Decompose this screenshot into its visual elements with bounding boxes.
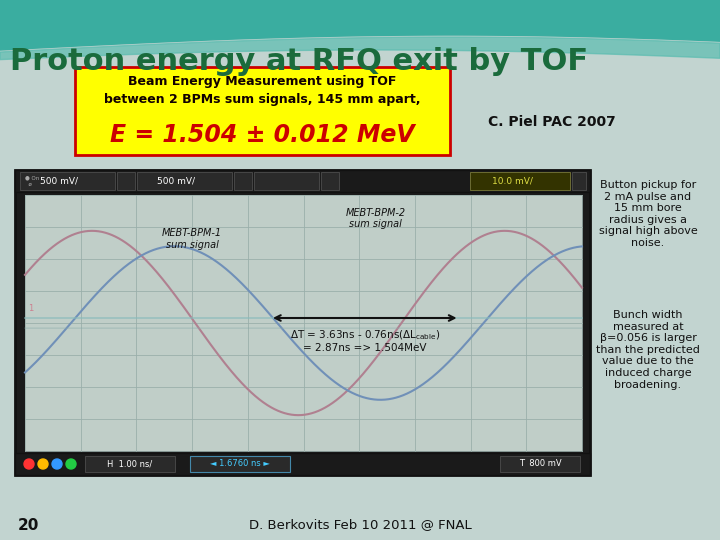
Text: C. Piel PAC 2007: C. Piel PAC 2007 bbox=[488, 115, 616, 129]
Circle shape bbox=[38, 459, 48, 469]
Text: between 2 BPMs sum signals, 145 mm apart,: between 2 BPMs sum signals, 145 mm apart… bbox=[104, 92, 420, 105]
Text: Proton energy at RFQ exit by TOF: Proton energy at RFQ exit by TOF bbox=[10, 48, 588, 77]
Text: Bunch width
measured at
β=0.056 is larger
than the predicted
value due to the
in: Bunch width measured at β=0.056 is large… bbox=[596, 310, 700, 389]
Text: 20: 20 bbox=[18, 517, 40, 532]
Bar bbox=[15, 170, 590, 192]
Bar bbox=[25, 195, 582, 451]
Text: T  800 mV: T 800 mV bbox=[518, 460, 562, 469]
Bar bbox=[234, 172, 252, 190]
Bar bbox=[470, 172, 570, 190]
Circle shape bbox=[52, 459, 62, 469]
Bar bbox=[572, 172, 586, 190]
Bar bbox=[137, 172, 232, 190]
Circle shape bbox=[24, 459, 34, 469]
Bar bbox=[75, 67, 450, 155]
Bar bbox=[15, 453, 590, 475]
Text: MEBT-BPM-1
sum signal: MEBT-BPM-1 sum signal bbox=[162, 228, 222, 250]
Text: ◄ 1.6760 ns ►: ◄ 1.6760 ns ► bbox=[210, 460, 270, 469]
Text: MEBT-BPM-2
sum signal: MEBT-BPM-2 sum signal bbox=[346, 208, 406, 230]
Text: 10.0 mV/: 10.0 mV/ bbox=[492, 177, 533, 186]
Bar bbox=[190, 456, 290, 472]
Text: Beam Energy Measurement using TOF: Beam Energy Measurement using TOF bbox=[128, 75, 397, 87]
Bar bbox=[15, 170, 590, 475]
Text: Button pickup for
2 mA pulse and
15 mm bore
radius gives a
signal high above
noi: Button pickup for 2 mA pulse and 15 mm b… bbox=[598, 180, 698, 248]
Bar bbox=[20, 172, 115, 190]
Bar bbox=[254, 172, 319, 190]
Text: E = 1.504 ± 0.012 MeV: E = 1.504 ± 0.012 MeV bbox=[110, 123, 415, 147]
Text: 500 mV/: 500 mV/ bbox=[157, 177, 195, 186]
Text: H  1.00 ns/: H 1.00 ns/ bbox=[107, 460, 153, 469]
Text: $\Delta$T = 3.63ns - 0.76ns($\Delta$L$_\mathregular{cable}$)
= 2.87ns => 1.504Me: $\Delta$T = 3.63ns - 0.76ns($\Delta$L$_\… bbox=[289, 328, 440, 353]
Bar bbox=[85, 456, 175, 472]
Text: 1: 1 bbox=[28, 304, 33, 313]
Circle shape bbox=[66, 459, 76, 469]
Text: ● On
  ø: ● On ø bbox=[25, 176, 40, 186]
Text: D. Berkovits Feb 10 2011 @ FNAL: D. Berkovits Feb 10 2011 @ FNAL bbox=[248, 518, 472, 531]
Text: 500 mV/: 500 mV/ bbox=[40, 177, 78, 186]
Bar bbox=[500, 456, 580, 472]
Bar bbox=[321, 172, 339, 190]
Bar bbox=[117, 172, 135, 190]
